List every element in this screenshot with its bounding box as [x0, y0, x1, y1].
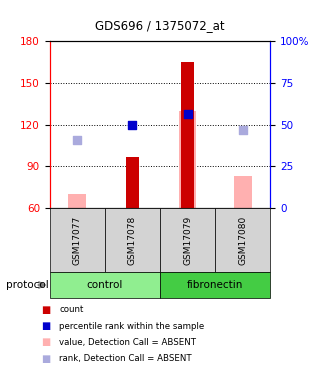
Text: rank, Detection Call = ABSENT: rank, Detection Call = ABSENT: [59, 354, 192, 363]
Bar: [50, 272, 160, 298]
Text: control: control: [87, 280, 123, 290]
Point: [185, 111, 190, 117]
Text: ■: ■: [42, 354, 51, 364]
Bar: [160, 208, 215, 272]
Text: protocol: protocol: [6, 280, 49, 290]
Bar: [126, 157, 139, 208]
Bar: [179, 111, 196, 208]
Bar: [181, 62, 194, 208]
Text: ■: ■: [42, 305, 51, 315]
Bar: [105, 208, 160, 272]
Text: ■: ■: [42, 338, 51, 348]
Text: value, Detection Call = ABSENT: value, Detection Call = ABSENT: [59, 338, 196, 347]
Text: GSM17077: GSM17077: [73, 215, 82, 265]
Text: percentile rank within the sample: percentile rank within the sample: [59, 322, 204, 331]
Bar: [68, 194, 86, 208]
Text: count: count: [59, 306, 84, 315]
Text: ■: ■: [42, 321, 51, 331]
Bar: [215, 208, 270, 272]
Point: [75, 137, 80, 143]
Point: [240, 127, 245, 133]
Text: GSM17078: GSM17078: [128, 215, 137, 265]
Bar: [234, 176, 252, 208]
Text: GSM17080: GSM17080: [238, 215, 247, 265]
Bar: [160, 272, 270, 298]
Text: fibronectin: fibronectin: [187, 280, 244, 290]
Text: GDS696 / 1375072_at: GDS696 / 1375072_at: [95, 19, 225, 32]
Point: [130, 122, 135, 128]
Text: GSM17079: GSM17079: [183, 215, 192, 265]
Bar: [50, 208, 105, 272]
